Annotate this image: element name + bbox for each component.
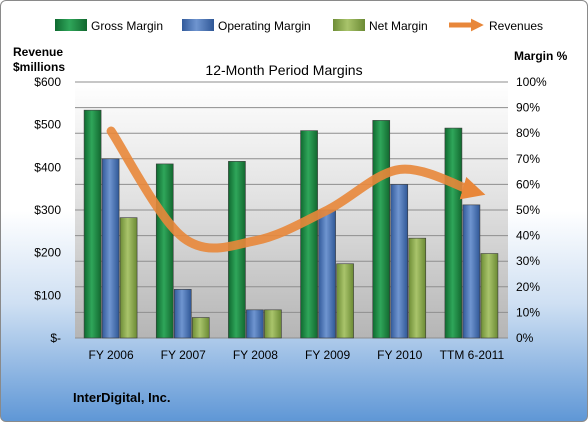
right-tick-label: 60% <box>516 177 540 191</box>
gross-margin-bar <box>372 120 391 339</box>
net-margin-bar <box>408 237 427 339</box>
legend-label-gross-margin: Gross Margin <box>91 19 163 33</box>
left-tick-label: $600 <box>34 75 61 89</box>
right-tick-label: 40% <box>516 229 540 243</box>
operating-margin-bar <box>318 209 336 339</box>
category-label: FY 2007 <box>161 348 206 362</box>
net-margin-bar <box>480 253 499 339</box>
category-label: FY 2009 <box>305 348 350 362</box>
gross-margin-bar <box>83 109 102 339</box>
operating-margin-bar <box>390 184 409 339</box>
right-tick-label: 70% <box>516 152 540 166</box>
legend-swatch-operating-margin <box>182 19 214 31</box>
legend-label-operating-margin: Operating Margin <box>218 19 311 33</box>
revenue-line <box>106 126 486 253</box>
right-tick-label: 90% <box>516 101 540 115</box>
right-tick-label: 30% <box>516 254 540 268</box>
net-margin-bar <box>119 217 138 339</box>
right-tick-label: 80% <box>516 126 540 140</box>
category-label: FY 2006 <box>89 348 134 362</box>
gross-margin-bar <box>155 163 174 339</box>
left-tick-label: $500 <box>34 118 61 132</box>
right-axis-ticks: 0% 10% 20% 30% 40% 50% 60% 70% 80% 90% 100% <box>516 75 547 345</box>
net-margin-bar <box>191 317 210 339</box>
gross-margin-bar <box>300 130 318 339</box>
left-tick-label: $400 <box>34 160 61 174</box>
company-label: InterDigital, Inc. <box>73 390 171 405</box>
operating-margin-bar <box>462 204 481 339</box>
chart-legend: Gross Margin Operating Margin Net Margin… <box>55 18 543 33</box>
right-tick-label: 10% <box>516 305 540 319</box>
operating-margin-bar <box>246 309 264 339</box>
right-tick-label: 20% <box>516 280 540 294</box>
legend-swatch-gross-margin <box>55 19 87 31</box>
chart-title: 12-Month Period Margins <box>205 62 362 78</box>
category-label: FY 2008 <box>233 348 278 362</box>
right-axis-title: Margin % <box>514 49 568 63</box>
revenue-line-path <box>106 126 486 253</box>
legend-label-revenues: Revenues <box>489 19 543 33</box>
legend-swatch-net-margin <box>333 19 365 31</box>
net-margin-bar <box>336 263 354 339</box>
legend-label-net-margin: Net Margin <box>369 19 428 33</box>
left-axis-title-line1: Revenue <box>13 45 63 59</box>
right-tick-label: 100% <box>516 75 547 89</box>
right-tick-label: 0% <box>516 331 534 345</box>
left-tick-label: $100 <box>34 288 61 302</box>
operating-margin-bar <box>101 158 120 339</box>
category-label: TTM 6-2011 <box>440 348 505 362</box>
left-axis-title-line2: $millions <box>13 60 65 74</box>
right-tick-label: 50% <box>516 203 540 217</box>
operating-margin-bar <box>173 289 192 339</box>
net-margin-bar <box>264 309 282 339</box>
category-label: FY 2010 <box>377 348 422 362</box>
gross-margin-bar <box>444 127 463 339</box>
left-tick-label: $200 <box>34 246 61 260</box>
left-tick-label: $300 <box>34 203 61 217</box>
category-labels: FY 2006 FY 2007 FY 2008 FY 2009 FY 2010 TTM 6… <box>89 348 505 362</box>
left-axis-ticks: $- $100 $200 $300 $400 $500 $600 <box>34 75 61 345</box>
left-tick-label: $- <box>50 331 61 345</box>
